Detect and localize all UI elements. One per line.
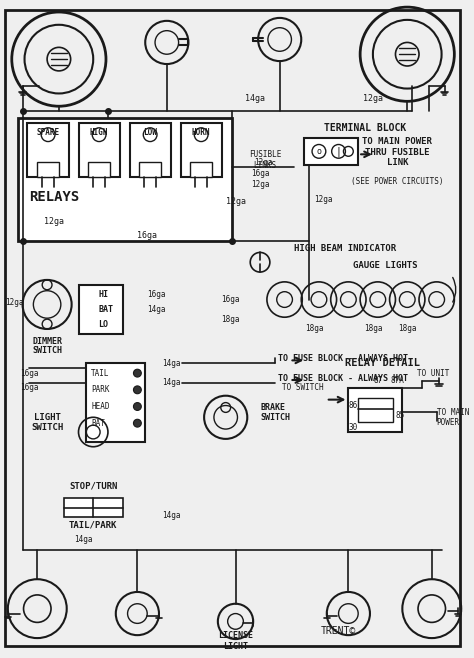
Text: 85: 85: [396, 411, 405, 420]
Text: 18ga: 18ga: [305, 324, 323, 334]
Bar: [191, 162, 212, 177]
Text: BAT: BAT: [91, 418, 105, 428]
Text: BRAKE
SWITCH: BRAKE SWITCH: [260, 403, 290, 422]
Text: 12ga: 12ga: [251, 180, 269, 190]
Text: (SEE POWER CIRCUITS): (SEE POWER CIRCUITS): [351, 177, 444, 186]
Text: TO SWITCH: TO SWITCH: [282, 384, 324, 392]
Text: STOP/TURN: STOP/TURN: [69, 482, 118, 490]
Text: TO FUSE BLOCK - ALWAYS HOT: TO FUSE BLOCK - ALWAYS HOT: [278, 374, 409, 382]
Text: |: |: [336, 146, 341, 157]
Bar: [88, 162, 110, 177]
Text: 12ga: 12ga: [363, 94, 383, 103]
Text: 86: 86: [349, 401, 358, 410]
Text: GAUGE LIGHTS: GAUGE LIGHTS: [353, 261, 418, 270]
Text: 14ga: 14ga: [147, 305, 166, 314]
Text: HIGH BEAM INDICATOR: HIGH BEAM INDICATOR: [294, 244, 397, 253]
Text: 16ga: 16ga: [251, 169, 269, 178]
Bar: [86, 363, 145, 442]
Text: 14ga: 14ga: [74, 536, 92, 544]
Text: TRENT©: TRENT©: [321, 626, 356, 636]
Text: 16ga: 16ga: [20, 384, 39, 392]
Text: TAIL: TAIL: [91, 368, 110, 378]
Text: 18ga: 18ga: [364, 324, 382, 334]
Text: 18ga: 18ga: [221, 315, 239, 324]
Text: 87A: 87A: [391, 376, 404, 386]
Text: 14ga: 14ga: [245, 94, 265, 103]
Text: 87: 87: [373, 376, 383, 386]
Bar: [64, 497, 123, 517]
Text: TO FUSE BLOCK - ALWAYS HOT: TO FUSE BLOCK - ALWAYS HOT: [278, 354, 409, 363]
Text: 14ga: 14ga: [163, 378, 181, 388]
Text: 16ga: 16ga: [137, 231, 157, 240]
Text: TAIL/PARK: TAIL/PARK: [69, 520, 118, 530]
Text: RELAY DETAIL: RELAY DETAIL: [345, 359, 420, 368]
Bar: [129, 123, 171, 177]
Text: SWITCH: SWITCH: [31, 422, 63, 432]
Bar: [37, 162, 59, 177]
Text: 12ga: 12ga: [226, 197, 246, 206]
Text: 14ga: 14ga: [163, 511, 181, 520]
Text: 12ga: 12ga: [44, 216, 64, 226]
Text: TO UNIT: TO UNIT: [417, 368, 449, 378]
Text: TERMINAL BLOCK: TERMINAL BLOCK: [324, 123, 406, 133]
Bar: [304, 138, 358, 165]
Text: PARK: PARK: [91, 386, 110, 394]
Bar: [139, 162, 161, 177]
Text: TO MAIN POWER
THRU FUSIBLE
LINK: TO MAIN POWER THRU FUSIBLE LINK: [363, 138, 432, 167]
Text: BAT: BAT: [98, 305, 113, 314]
Text: 30: 30: [349, 422, 358, 432]
Circle shape: [134, 419, 141, 427]
Bar: [358, 397, 392, 422]
Bar: [348, 388, 402, 432]
Text: 12ga: 12ga: [6, 298, 24, 307]
Text: SPARE: SPARE: [36, 128, 60, 138]
Circle shape: [134, 403, 141, 411]
Text: LIGHT: LIGHT: [34, 413, 61, 422]
Text: LOW: LOW: [143, 128, 157, 138]
Text: HIGH: HIGH: [90, 128, 109, 138]
Text: HEAD: HEAD: [91, 402, 110, 411]
Text: 16ga: 16ga: [20, 368, 39, 378]
Circle shape: [134, 386, 141, 393]
Text: 14ga: 14ga: [163, 359, 181, 368]
Bar: [181, 123, 222, 177]
Circle shape: [134, 369, 141, 377]
Bar: [79, 285, 123, 334]
Bar: [18, 118, 232, 241]
Text: DIMMER: DIMMER: [32, 338, 62, 346]
Text: 12ga: 12ga: [254, 158, 272, 166]
Text: SWITCH: SWITCH: [32, 346, 62, 355]
Text: 18ga: 18ga: [398, 324, 417, 334]
Text: LO: LO: [98, 320, 108, 328]
Text: 16ga: 16ga: [147, 290, 166, 299]
Text: HORN: HORN: [192, 128, 210, 138]
Text: HI: HI: [98, 290, 108, 299]
Text: 12ga: 12ga: [314, 195, 333, 204]
Bar: [79, 123, 120, 177]
Text: o: o: [317, 147, 321, 156]
Text: RELAYS: RELAYS: [29, 190, 79, 203]
Text: TO MAIN
POWER: TO MAIN POWER: [437, 407, 469, 427]
Text: LICENSE
LIGHT: LICENSE LIGHT: [218, 631, 253, 651]
Text: 16ga: 16ga: [221, 295, 239, 304]
Text: FUSIBLE
LINKS: FUSIBLE LINKS: [249, 151, 281, 170]
Bar: [27, 123, 69, 177]
